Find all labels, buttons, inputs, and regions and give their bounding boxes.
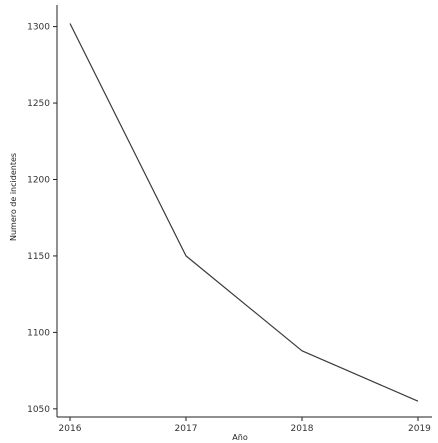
series-layer <box>69 23 419 402</box>
y-tick-label: 1150 <box>27 252 50 262</box>
x-tick-label: 2018 <box>291 424 314 434</box>
x-axis-ticks: 2016 2017 2018 2019 <box>59 417 431 434</box>
y-tick-label: 1200 <box>27 175 50 185</box>
y-axis-ticks: 1050 1100 1150 1200 1250 1300 <box>27 23 57 415</box>
x-tick-label: 2017 <box>175 424 198 434</box>
x-tick-label: 2019 <box>408 424 431 434</box>
y-tick-label: 1300 <box>27 23 50 33</box>
y-tick-label: 1050 <box>27 405 50 415</box>
axes <box>56 5 432 418</box>
x-tick-label: 2016 <box>59 424 82 434</box>
x-axis-title: Año <box>232 433 248 442</box>
series-line <box>69 23 419 402</box>
y-axis-title: Numero de incidentes <box>9 153 18 241</box>
y-tick-label: 1100 <box>27 328 50 338</box>
y-tick-label: 1250 <box>27 99 50 109</box>
